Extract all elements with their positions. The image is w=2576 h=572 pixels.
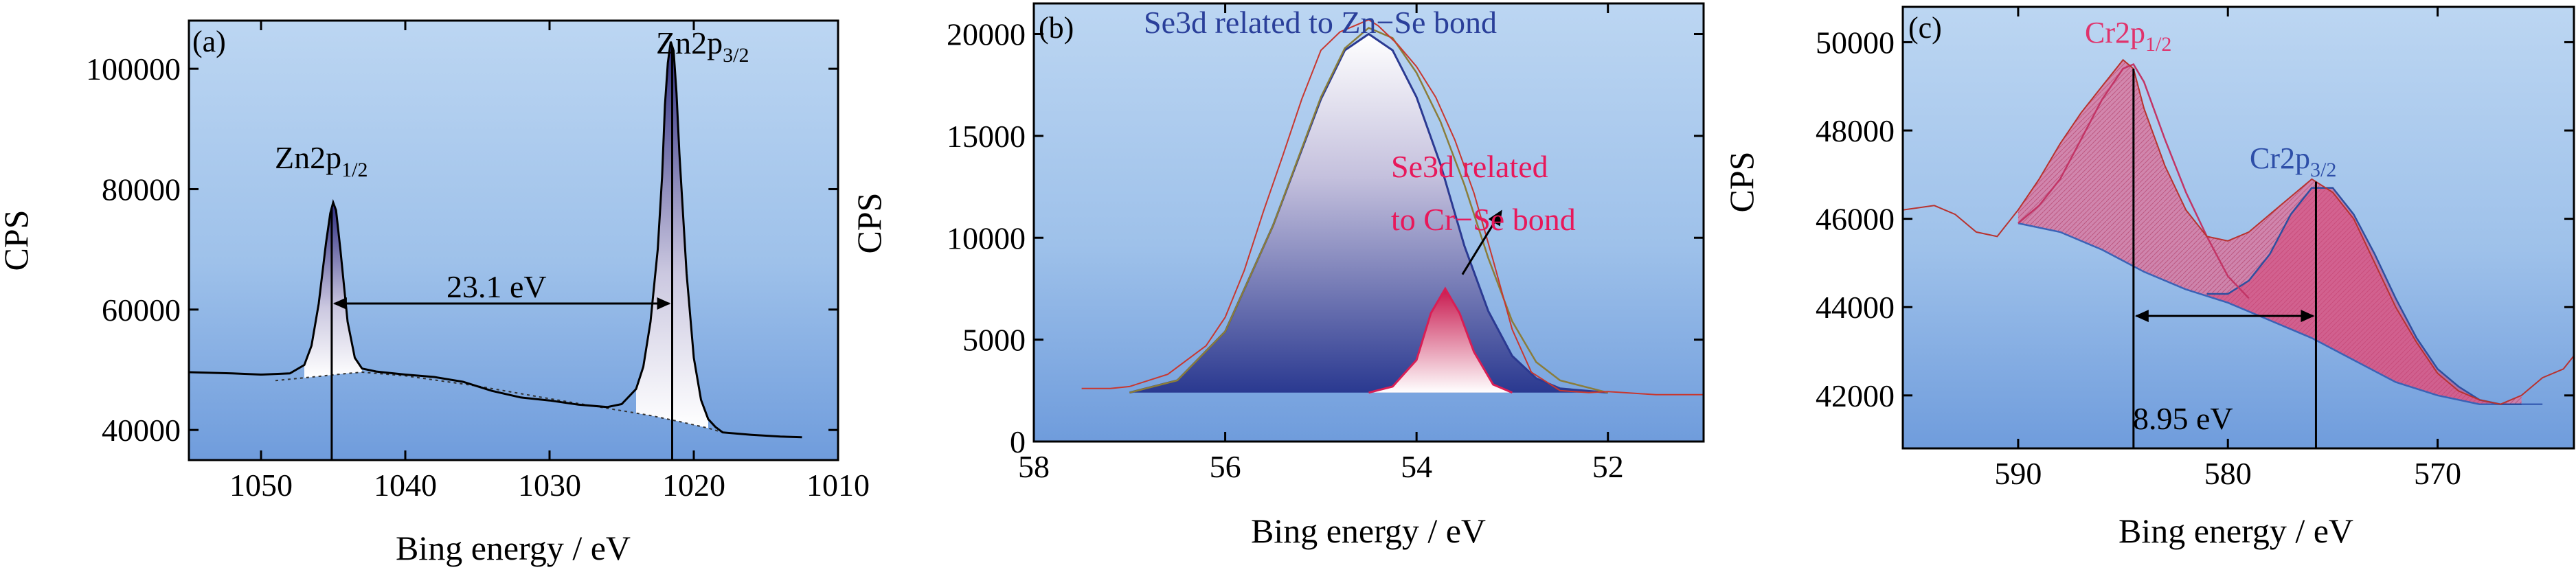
- panel-c-annotations: [2132, 69, 2317, 448]
- panel-b-xtick-label-3: 52: [1592, 449, 1624, 484]
- panel-b-cr-se-label-line1: Se3d related: [1391, 149, 1548, 184]
- panel-a-arrowhead-right: [657, 297, 671, 310]
- panel-c-ytick-label-1: 44000: [1816, 290, 1895, 325]
- panel-b-xtick-label-1: 56: [1210, 449, 1241, 484]
- panel-a-spacing-label: 23.1 eV: [447, 269, 547, 304]
- panel-a-ytick-label-3: 100000: [86, 52, 181, 87]
- panel-b-lines: [1081, 19, 1704, 396]
- panel-b-se3d: 58 56 54 52 0 5000 10000 15000 20000 (b) Se3d re…: [850, 2, 1705, 550]
- panel-a-peak2-label: Zn2p3/2: [656, 25, 749, 67]
- panel-a-ytick-label-2: 80000: [102, 172, 181, 207]
- panel-c-component-fills: [2018, 60, 2522, 404]
- panel-b-component-fills: [1129, 34, 1608, 393]
- panel-b-xtick-label-0: 58: [1018, 449, 1050, 484]
- panel-a-ytick-label-1: 60000: [102, 293, 181, 328]
- panel-c-arrowhead-left: [2134, 310, 2149, 323]
- panel-b-frame: [1032, 2, 1705, 443]
- panel-c-ytick-label-4: 50000: [1816, 25, 1895, 60]
- panel-a-lines: [188, 41, 802, 439]
- panel-b-pointer-arrowhead: [1488, 209, 1502, 227]
- panel-c-plot-area: [1903, 7, 2574, 448]
- panel-b-cr-se-line: [1368, 286, 1513, 394]
- panel-b-cr-se-label-line2: to Cr−Se bond: [1391, 202, 1576, 237]
- panel-c-cr2p32-fill: [2206, 187, 2522, 404]
- panel-b-envelope-line: [1129, 27, 1609, 394]
- panel-a-xtick-label-2: 1030: [518, 468, 581, 503]
- panel-c-peak2-label: Cr2p3/2: [2250, 141, 2336, 181]
- panel-b-cr-se-fill: [1368, 288, 1513, 393]
- panel-a-xtick-label-1: 1040: [374, 468, 437, 503]
- panel-b-ytick-label-0: 0: [1010, 424, 1026, 459]
- panel-b-ytick-label-4: 20000: [947, 17, 1026, 52]
- panel-a-ytick-label-0: 40000: [102, 413, 181, 448]
- panel-c-ticks: 590 580 570 42000 44000 46000 48000 50000: [1816, 7, 2574, 491]
- panel-a-xtick-label-3: 1020: [662, 468, 725, 503]
- panel-b-ytick-label-3: 15000: [947, 119, 1026, 154]
- panel-c-ytick-label-3: 48000: [1816, 113, 1895, 148]
- panel-b-zn-se-label: Se3d related to Zn−Se bond: [1144, 5, 1497, 40]
- panel-c-cr2p32-line: [2206, 187, 2522, 405]
- panel-c-frame: [1901, 5, 2575, 450]
- panel-b-label: (b): [1039, 11, 1074, 45]
- panel-a-ticks: 1050 1040 1030 1020 1010 40000 60000 80000 10000…: [86, 21, 870, 503]
- panel-b-ticks: 58 56 54 52 0 5000 10000 15000 20000: [947, 3, 1704, 484]
- panel-b-ytick-label-2: 10000: [947, 220, 1026, 255]
- panel-a-zn2p: 1050 1040 1030 1020 1010 40000 60000 80000 10000…: [0, 19, 870, 567]
- panel-b-raw-line: [1081, 19, 1704, 396]
- panel-a-frame: [188, 19, 839, 461]
- panel-c-lines: [1902, 58, 2575, 405]
- panel-a-ylabel: CPS: [0, 210, 35, 271]
- panel-a-peak1-label: Zn2p1/2: [275, 140, 368, 181]
- panel-c-peak1-label: Cr2p1/2: [2085, 16, 2171, 56]
- panel-a-spectrum-line: [188, 41, 802, 439]
- panel-c-label: (c): [1908, 11, 1942, 45]
- panel-a-xtick-label-0: 1050: [229, 468, 293, 503]
- panel-c-ylabel: CPS: [1722, 152, 1761, 213]
- panel-c-ytick-label-2: 46000: [1816, 202, 1895, 237]
- panel-c-arrowhead-right: [2301, 310, 2315, 323]
- panel-a-xtick-label-4: 1010: [806, 468, 870, 503]
- panel-a-arrowhead-left: [332, 297, 347, 310]
- panel-b-zn-se-fill: [1129, 34, 1608, 393]
- panel-a-xlabel: Bing energy / eV: [396, 529, 631, 567]
- panel-b-ytick-label-1: 5000: [962, 323, 1026, 358]
- panel-a-peak-fill-1: [304, 202, 362, 378]
- panel-a-plot-area: [189, 21, 838, 460]
- panel-c-spacing-label: 8.95 eV: [2133, 401, 2233, 436]
- panel-c-xlabel: Bing energy / eV: [2119, 512, 2353, 550]
- panel-b-xtick-label-2: 54: [1401, 449, 1432, 484]
- panel-c-xtick-label-2: 570: [2414, 456, 2461, 491]
- panel-a-label: (a): [192, 25, 226, 58]
- panel-c-xtick-label-0: 590: [1994, 456, 2042, 491]
- panel-c-raw-line: [1902, 58, 2575, 405]
- panel-c-cr2p: 590 580 570 42000 44000 46000 48000 50000 (c) C…: [1722, 5, 2575, 550]
- panel-c-xtick-label-1: 580: [2204, 456, 2252, 491]
- panel-c-background-line: [2018, 222, 2543, 405]
- panel-b-ylabel: CPS: [850, 193, 888, 254]
- panel-a-annotations: [330, 46, 673, 460]
- panel-c-ytick-label-0: 42000: [1816, 378, 1895, 413]
- panel-b-xlabel: Bing energy / eV: [1251, 512, 1486, 550]
- panel-b-annotations: [1461, 209, 1502, 275]
- panel-b-pointer-arrow: [1461, 212, 1501, 275]
